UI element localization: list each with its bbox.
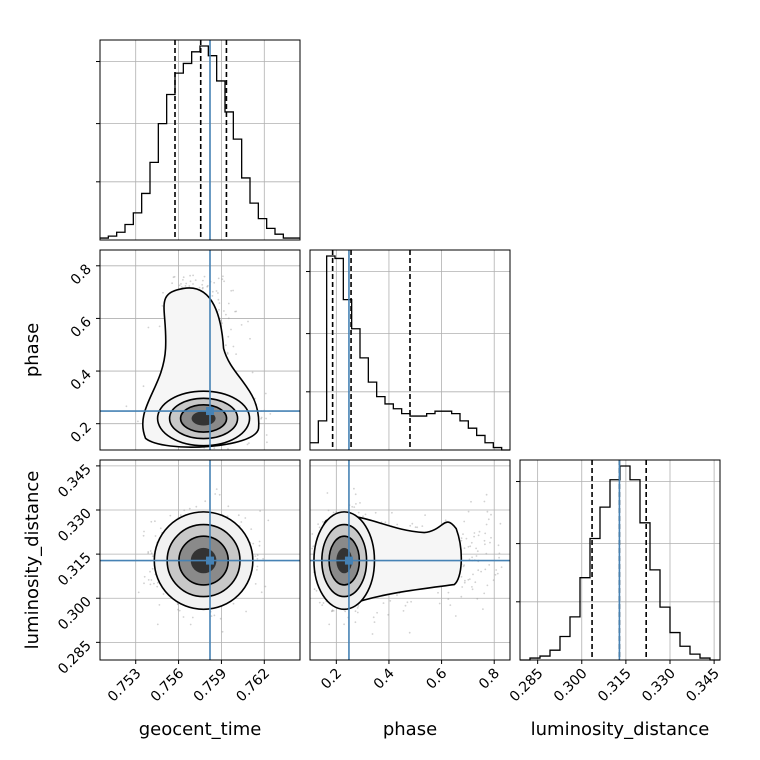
x-tick-label-luminosity_distance: 0.345 [683,666,723,706]
y-tick-label-luminosity_distance: 0.300 [55,594,95,634]
y-tick-label-luminosity_distance: 0.345 [55,461,95,501]
y-tick-label-luminosity_distance: 0.330 [55,506,95,546]
x-tick-label-phase: 0.4 [371,665,398,692]
x-tick-label-geocent_time: 0.762 [233,666,273,706]
x-tick-label-luminosity_distance: 0.315 [595,666,635,706]
y-tick-label-phase: 0.4 [68,367,95,394]
x-tick-label-phase: 0.2 [318,666,345,693]
y-tick-label-phase: 0.6 [68,314,95,341]
histogram-phase [306,249,511,451]
histogram-step-phase [310,255,510,451]
x-axis-label-phase: phase [383,719,437,740]
histogram-geocent_time [96,39,301,241]
histogram-luminosity_distance [516,459,721,661]
x-tick-label-luminosity_distance: 0.300 [551,666,591,706]
density-phase-vs-luminosity_distance [309,459,511,661]
x-tick-label-geocent_time: 0.753 [105,666,145,706]
y-tick-label-luminosity_distance: 0.315 [55,550,95,590]
x-tick-label-phase: 0.6 [423,665,450,692]
y-axis-label-phase: phase [22,323,43,377]
truth-marker [206,407,214,416]
truth-marker [206,556,214,565]
y-tick-label-phase: 0.2 [68,419,95,446]
density-geocent_time-vs-phase [99,249,301,451]
x-tick-label-luminosity_distance: 0.285 [507,666,547,706]
y-tick-label-phase: 0.8 [68,261,95,288]
x-tick-label-geocent_time: 0.756 [148,665,188,705]
x-tick-label-phase: 0.8 [476,666,503,693]
x-axis-label-geocent_time: geocent_time [139,719,262,740]
y-axis-label-luminosity_distance: luminosity_distance [22,471,43,650]
x-axis-label-luminosity_distance: luminosity_distance [531,719,710,740]
y-tick-label-luminosity_distance: 0.285 [55,638,95,678]
x-tick-label-luminosity_distance: 0.330 [639,666,679,706]
density-geocent_time-vs-luminosity_distance [99,459,301,661]
density-shading [141,287,260,448]
x-tick-label-geocent_time: 0.759 [191,666,231,706]
truth-marker [344,556,353,565]
